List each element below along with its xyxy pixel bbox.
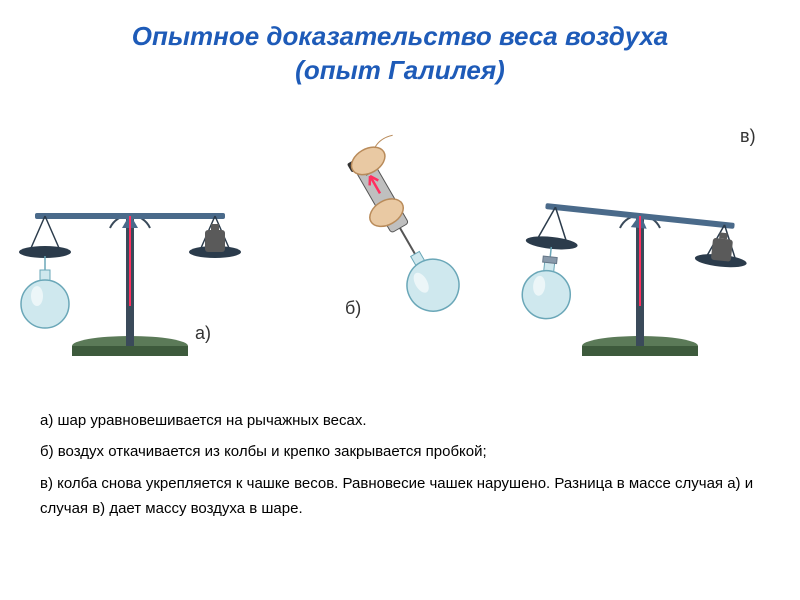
step-a: а) шар уравновешивается на рычажных веса… xyxy=(40,408,760,434)
diagram-svg xyxy=(0,108,800,388)
step-c: в) колба снова укрепляется к чашке весов… xyxy=(40,471,760,522)
steps-block: а) шар уравновешивается на рычажных веса… xyxy=(40,408,760,522)
panel-label-a: а) xyxy=(195,323,211,344)
title-line-2: (опыт Галилея) xyxy=(0,54,800,88)
slide-title: Опытное доказательство веса воздуха (опы… xyxy=(0,20,800,88)
diagram-area: а) б) в) xyxy=(0,108,800,388)
title-line-1: Опытное доказательство веса воздуха xyxy=(0,20,800,54)
panel-label-b: б) xyxy=(345,298,361,319)
panel-label-v: в) xyxy=(740,126,756,147)
step-b: б) воздух откачивается из колбы и крепко… xyxy=(40,439,760,465)
